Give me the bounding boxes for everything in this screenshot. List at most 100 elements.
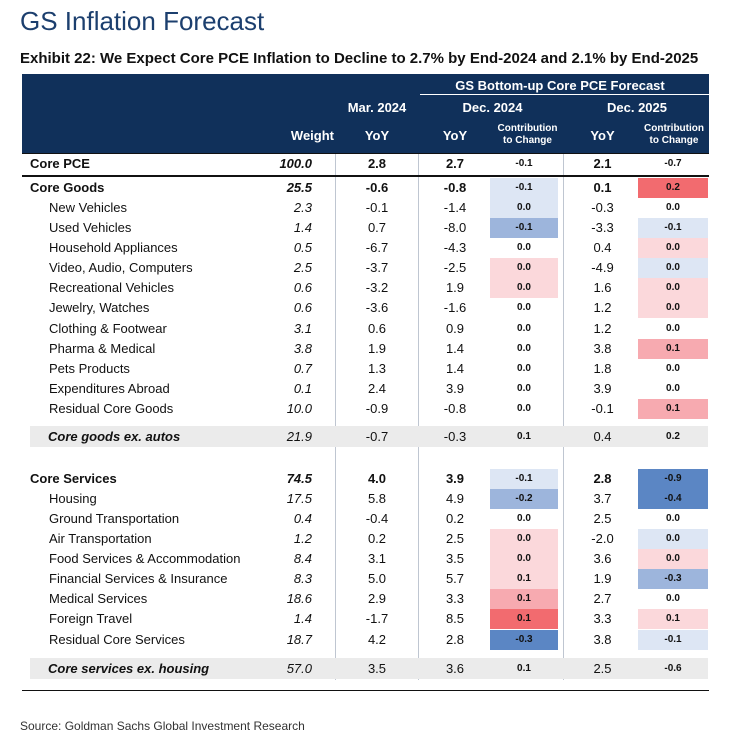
contribution-heat-cell xyxy=(638,238,708,258)
contribution-line2: to Change xyxy=(503,135,552,146)
mar2024-yoy-cell: 0.6 xyxy=(367,321,387,336)
header-mar2024: Mar. 2024 xyxy=(347,100,407,115)
contribution-heat-cell xyxy=(638,630,708,650)
contribution-heat-cell xyxy=(490,258,558,278)
weight-cell: 0.1 xyxy=(293,381,312,396)
dec2025-contribution-cell: -0.1 xyxy=(664,634,682,645)
mar2024-yoy-cell: 3.5 xyxy=(367,661,387,676)
weight-cell: 100.0 xyxy=(279,156,312,171)
row-label: Financial Services & Insurance xyxy=(49,571,228,586)
mar2024-yoy-cell: 0.2 xyxy=(367,531,387,546)
dec2024-yoy-cell: -0.8 xyxy=(443,401,467,416)
mar2024-yoy-cell: -3.7 xyxy=(365,260,389,275)
contribution-line2: to Change xyxy=(649,135,699,146)
dec2024-yoy-cell: 0.9 xyxy=(445,321,465,336)
rule-under-header xyxy=(22,153,709,154)
mar2024-yoy-cell: 5.8 xyxy=(367,491,387,506)
dec2024-yoy-cell: -0.8 xyxy=(443,180,467,195)
dec2025-yoy-cell: 3.3 xyxy=(593,611,612,626)
contribution-heat-cell xyxy=(638,278,708,298)
weight-cell: 3.8 xyxy=(293,341,312,356)
mar2024-yoy-cell: 2.4 xyxy=(367,381,387,396)
row-label: Used Vehicles xyxy=(49,220,132,235)
dec2024-contribution-cell: 0.0 xyxy=(517,262,531,273)
mar2024-yoy-cell: 2.8 xyxy=(367,156,387,171)
dec2024-yoy-cell: -0.3 xyxy=(443,429,467,444)
dec2025-yoy-cell: 3.9 xyxy=(593,381,612,396)
mar2024-yoy-cell: 4.0 xyxy=(367,471,387,486)
dec2025-contribution-cell: 0.0 xyxy=(666,202,680,213)
row-label: Housing xyxy=(49,491,97,506)
row-label: Pharma & Medical xyxy=(49,341,156,356)
weight-cell: 17.5 xyxy=(286,491,312,506)
mar2024-yoy-cell: -3.2 xyxy=(365,280,389,295)
dec2025-yoy-cell: 2.5 xyxy=(593,511,612,526)
dec2025-yoy-cell: 1.2 xyxy=(593,300,612,315)
weight-cell: 25.5 xyxy=(286,180,312,195)
contribution-heat-cell xyxy=(490,549,558,569)
dec2024-contribution-cell: 0.0 xyxy=(517,363,531,374)
mar2024-yoy-cell: 4.2 xyxy=(367,632,387,647)
dec2024-contribution-cell: 0.0 xyxy=(517,403,531,414)
contribution-heat-cell xyxy=(638,469,708,489)
weight-cell: 0.4 xyxy=(293,511,312,526)
mar2024-yoy-cell: -1.7 xyxy=(365,611,389,626)
contribution-heat-cell xyxy=(490,469,558,489)
summary-row-bg xyxy=(30,658,708,679)
contribution-heat-cell xyxy=(638,178,708,198)
row-label: Core PCE xyxy=(30,156,90,171)
contribution-heat-cell xyxy=(638,549,708,569)
dec2025-yoy-cell: 3.7 xyxy=(593,491,612,506)
header-dec2024: Dec. 2024 xyxy=(462,100,523,115)
header-contribution-dec24: Contribution to Change xyxy=(490,123,565,147)
contribution-heat-cell xyxy=(638,569,708,589)
dec2024-yoy-cell: 4.9 xyxy=(445,491,465,506)
contribution-heat-cell xyxy=(638,609,708,629)
dec2024-yoy-cell: 0.2 xyxy=(445,511,465,526)
dec2024-contribution-cell: -0.3 xyxy=(515,634,533,645)
dec2024-yoy-cell: 3.5 xyxy=(445,551,465,566)
dec2025-yoy-cell: 1.8 xyxy=(593,361,612,376)
contribution-heat-cell xyxy=(638,258,708,278)
header-weight: Weight xyxy=(290,128,334,143)
mar2024-yoy-cell: 3.1 xyxy=(367,551,387,566)
column-divider xyxy=(563,153,564,680)
weight-cell: 8.4 xyxy=(293,551,312,566)
row-label: Recreational Vehicles xyxy=(49,280,175,295)
dec2025-contribution-cell: 0.0 xyxy=(666,593,680,604)
row-label: Pets Products xyxy=(49,361,130,376)
mar2024-yoy-cell: 0.7 xyxy=(367,220,387,235)
mar2024-yoy-cell: -0.1 xyxy=(365,200,389,215)
mar2024-yoy-cell: -0.4 xyxy=(365,511,389,526)
dec2025-contribution-cell: -0.1 xyxy=(664,222,682,233)
dec2025-yoy-cell: -0.3 xyxy=(591,200,614,215)
contribution-heat-cell xyxy=(490,489,558,509)
dec2025-contribution-cell: 0.0 xyxy=(666,282,680,293)
row-label: New Vehicles xyxy=(49,200,128,215)
mar2024-yoy-cell: 2.9 xyxy=(367,591,387,606)
dec2025-contribution-cell: -0.4 xyxy=(664,493,682,504)
rule-under-corepce xyxy=(22,175,709,177)
weight-cell: 10.0 xyxy=(286,401,312,416)
column-divider xyxy=(418,153,419,680)
rule-bottom xyxy=(22,690,709,691)
page-title: GS Inflation Forecast xyxy=(20,6,265,36)
header-group-label: GS Bottom-up Core PCE Forecast xyxy=(455,78,665,93)
mar2024-yoy-cell: -6.7 xyxy=(365,240,389,255)
dec2025-contribution-cell: -0.3 xyxy=(664,573,682,584)
dec2025-yoy-cell: 0.1 xyxy=(593,180,612,195)
dec2024-yoy-cell: 2.8 xyxy=(445,632,465,647)
row-label: Clothing & Footwear xyxy=(49,321,167,336)
dec2025-contribution-cell: 0.1 xyxy=(666,343,680,354)
dec2024-yoy-cell: -1.6 xyxy=(443,300,467,315)
contribution-heat-cell xyxy=(638,529,708,549)
dec2024-yoy-cell: 5.7 xyxy=(445,571,465,586)
dec2024-contribution-cell: 0.1 xyxy=(517,663,531,674)
dec2024-contribution-cell: 0.1 xyxy=(517,573,531,584)
dec2024-contribution-cell: -0.1 xyxy=(515,222,533,233)
dec2025-contribution-cell: 0.0 xyxy=(666,533,680,544)
dec2024-yoy-cell: -4.3 xyxy=(443,240,467,255)
dec2025-contribution-cell: 0.0 xyxy=(666,513,680,524)
contribution-heat-cell xyxy=(490,569,558,589)
row-label: Residual Core Goods xyxy=(49,401,174,416)
